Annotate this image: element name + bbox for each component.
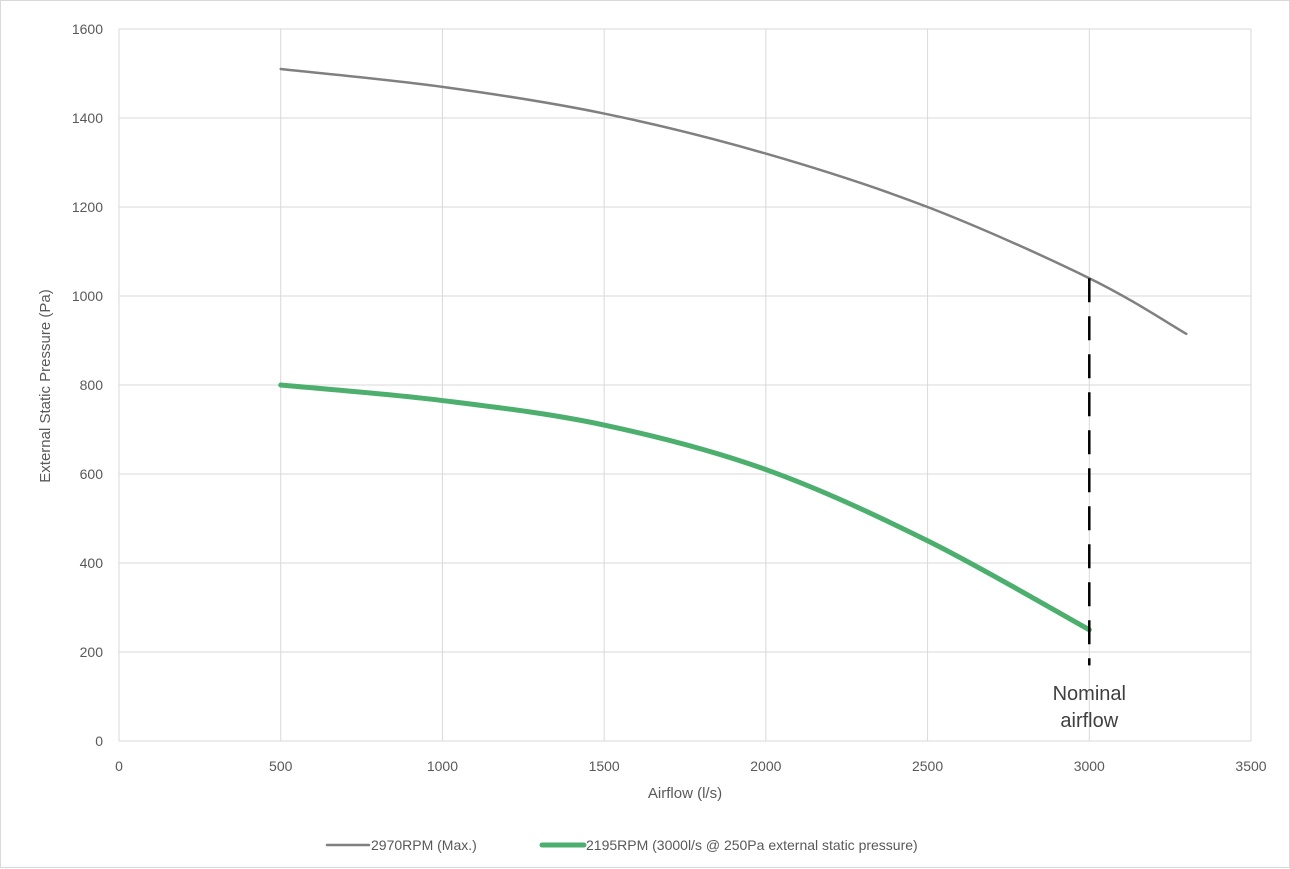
nominal-airflow-label: airflow — [1060, 710, 1118, 732]
grid-layer — [118, 28, 1252, 742]
x-tick-label: 0 — [115, 758, 123, 774]
annotation-layer: Nominal airflow — [1053, 278, 1126, 732]
y-tick-label: 1000 — [72, 288, 103, 304]
y-tick-label: 600 — [80, 466, 104, 482]
nominal-airflow-label: Nominal — [1053, 683, 1126, 705]
legend: 2970RPM (Max.) 2195RPM (3000l/s @ 250Pa e… — [325, 837, 918, 853]
x-tick-label: 2000 — [750, 758, 781, 774]
series-layer — [278, 67, 1188, 633]
series-line-2 — [278, 382, 1092, 633]
x-tick-label: 500 — [269, 758, 293, 774]
x-tick-label: 1000 — [427, 758, 458, 774]
series-line-1 — [279, 67, 1188, 336]
y-axis-title: External Static Pressure (Pa) — [37, 289, 54, 482]
x-tick-label: 3000 — [1074, 758, 1105, 774]
y-tick-label: 1600 — [72, 21, 103, 37]
y-tick-label: 200 — [80, 644, 104, 660]
x-axis-title: Airflow (l/s) — [648, 785, 722, 802]
x-tick-label: 2500 — [912, 758, 943, 774]
x-tick-label: 1500 — [589, 758, 620, 774]
y-tick-label: 800 — [80, 377, 104, 393]
y-tick-label: 1400 — [72, 110, 103, 126]
legend-label-1: 2970RPM (Max.) — [371, 837, 477, 853]
y-tick-label: 1200 — [72, 199, 103, 215]
y-tick-label: 400 — [80, 555, 104, 571]
x-tick-label: 3500 — [1235, 758, 1266, 774]
y-tick-label: 0 — [95, 733, 103, 749]
tick-labels: 0 500 1000 1500 2000 2500 3000 3500 0 200 400 600 80… — [72, 21, 1267, 774]
legend-label-2: 2195RPM (3000l/s @ 250Pa external static… — [586, 837, 918, 853]
